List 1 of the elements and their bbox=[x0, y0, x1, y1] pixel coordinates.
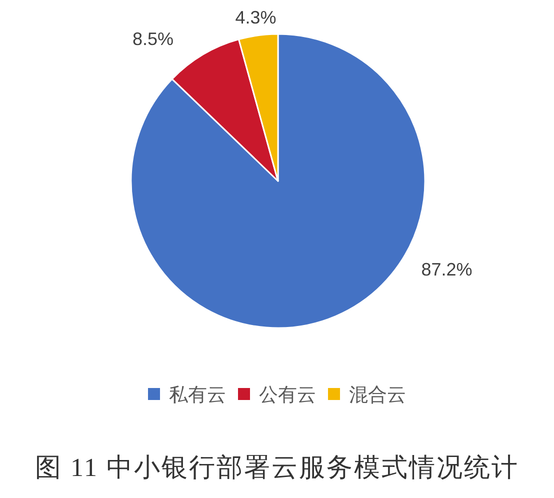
title: 图 11 中小银行部署云服务模式情况统计 bbox=[34, 453, 520, 482]
